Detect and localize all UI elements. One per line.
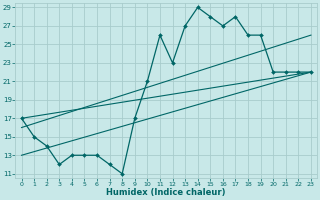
X-axis label: Humidex (Indice chaleur): Humidex (Indice chaleur) — [107, 188, 226, 197]
